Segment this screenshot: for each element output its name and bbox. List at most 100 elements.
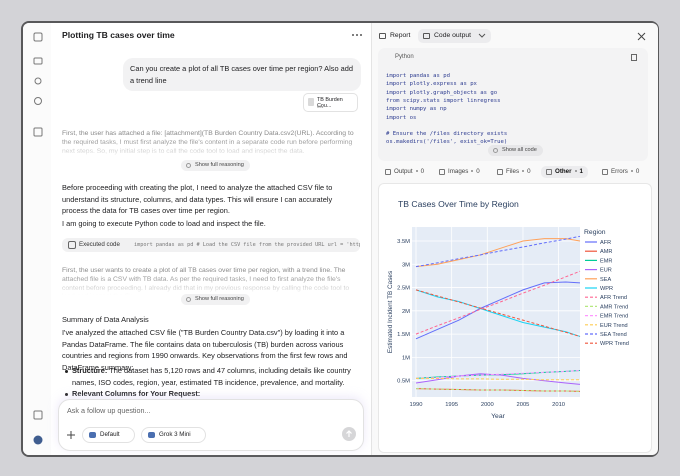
output-tab-label: Errors (611, 168, 628, 175)
output-tab[interactable]: Output 0 (380, 166, 429, 178)
tab[interactable]: Report (374, 29, 416, 43)
bullet: Relevant Columns for Your Request: (65, 388, 358, 400)
send-button[interactable] (341, 426, 357, 442)
legend-label: EMR (600, 258, 612, 264)
output-tab-count: 0 (527, 168, 531, 175)
dropdown-icon[interactable] (478, 33, 486, 39)
separator (574, 170, 577, 173)
output-tab-label: Images (448, 168, 469, 175)
series-line (415, 388, 581, 392)
response-paragraph: I am going to execute Python code to loa… (62, 219, 266, 228)
code-line: import numpy as np (386, 106, 447, 113)
code-line: import pandas as pd (386, 73, 450, 79)
output-tab-count: 1 (579, 168, 583, 175)
legend-label: SEA Trend (600, 332, 627, 338)
chart-title: TB Cases Over Time by Region (398, 199, 519, 209)
bullet: Structure: The dataset has 5,120 rows an… (65, 365, 358, 388)
code-line: import os (386, 114, 417, 121)
composer (58, 399, 364, 451)
series-line (416, 377, 580, 381)
panel-toggle-icon[interactable] (33, 410, 43, 420)
code-line: from scipy.stats import linregress (386, 97, 501, 104)
mode-selector[interactable]: Default (82, 427, 135, 443)
output-tab-count: 0 (420, 168, 425, 175)
code-language: Python (395, 54, 414, 60)
legend-label: AMR Trend (600, 304, 628, 310)
legend-title: Region (584, 229, 606, 236)
separator (630, 170, 633, 173)
separator (471, 170, 474, 173)
series-line (415, 235, 581, 268)
show-reasoning[interactable]: Show full reasoning (181, 160, 250, 171)
output-tab[interactable]: Images 0 (434, 166, 485, 178)
sidebar (23, 23, 51, 455)
bullet-text: The dataset has 5,120 rows and 47 column… (72, 366, 351, 387)
tab-selected[interactable]: Code output (418, 29, 492, 43)
attachment-name: TB Burden Cou... (317, 97, 343, 109)
file-icon (308, 98, 314, 106)
legend-label: SEA (600, 277, 611, 283)
legend-label: AFR (600, 240, 611, 246)
model-selector[interactable]: Grok 3 Mini (141, 427, 206, 443)
folder-icon[interactable] (33, 57, 43, 65)
legend-label: WPR (600, 286, 613, 292)
chart: TB Cases Over Time by Region 0.5M 1M 1.5M 2M… (387, 199, 629, 420)
reasoning-text: First, the user has attached a file: [at… (62, 130, 354, 155)
output-tab[interactable]: Errors 0 (597, 166, 644, 178)
x-axis-label: Year (491, 413, 505, 420)
attachment-type: csv (317, 104, 324, 109)
code-line: # Ensure the /files directory exists (386, 131, 508, 138)
separator (415, 170, 418, 173)
code-line: import plotly.graph_objects as go (386, 89, 498, 96)
y-tick-label: 0.5M (397, 379, 410, 385)
chat-title: Plotting TB cases over time (62, 30, 175, 40)
executed-label: Executed code (79, 241, 120, 248)
plot-area (412, 227, 580, 397)
bullet-label: Relevant Columns for Your Request: (72, 389, 201, 398)
legend-label: EUR Trend (600, 323, 628, 329)
output-tab-count: 0 (635, 168, 640, 175)
composer-input[interactable]: Ask a follow up question... (67, 406, 151, 415)
close-button[interactable] (637, 32, 646, 41)
series-line (415, 270, 581, 335)
executed-code[interactable]: Executed code import pandas as pd # Load… (62, 238, 360, 252)
legend-label: AFR Trend (600, 295, 627, 301)
series-line (415, 238, 581, 268)
show-reasoning[interactable]: Show full reasoning (181, 294, 250, 305)
x-tick-label: 2010 (552, 402, 565, 408)
bullet-label: Structure: (72, 366, 108, 375)
people-icon[interactable] (34, 77, 42, 85)
y-tick-label: 1.5M (397, 332, 410, 338)
series-line (415, 289, 581, 337)
separator (522, 170, 525, 173)
attach-button[interactable] (65, 429, 77, 441)
code-icon (68, 241, 76, 249)
copy-button[interactable] (630, 54, 638, 62)
code-line: os.makedirs('/files', exist_ok=True) (386, 139, 508, 146)
new-chat-icon[interactable] (33, 32, 43, 42)
executed-code-preview: import pandas as pd # Load the CSV file … (134, 242, 360, 248)
x-tick-label: 2005 (517, 402, 530, 408)
x-tick-label: 1995 (445, 402, 458, 408)
y-tick-label: 3M (402, 262, 410, 268)
x-tick-label: 2000 (481, 402, 494, 408)
output-tab[interactable]: Other 1 (541, 166, 588, 178)
output-tab-label: Files (506, 168, 520, 175)
x-tick-label: 1990 (410, 402, 423, 408)
output-tab-count: 0 (476, 168, 480, 175)
summary-heading: Summary of Data Analysis (62, 315, 149, 324)
summary-paragraph: I've analyzed the attached CSV file ("TB… (62, 328, 348, 372)
avatar[interactable] (33, 435, 43, 445)
y-tick-label: 3.5M (397, 239, 410, 245)
attachment[interactable]: TB Burden Cou... csv (303, 93, 358, 112)
y-tick-label: 1M (402, 355, 410, 361)
settings-icon[interactable] (34, 97, 42, 105)
legend-label: EMR Trend (600, 314, 628, 320)
output-tab[interactable]: Files 0 (492, 166, 536, 178)
show-all-code[interactable]: Show all code (488, 145, 543, 156)
library-icon[interactable] (33, 127, 43, 137)
user-message: Can you create a plot of all TB cases ov… (123, 58, 361, 92)
more-menu[interactable] (350, 31, 364, 39)
sidebar-icons (33, 32, 43, 445)
